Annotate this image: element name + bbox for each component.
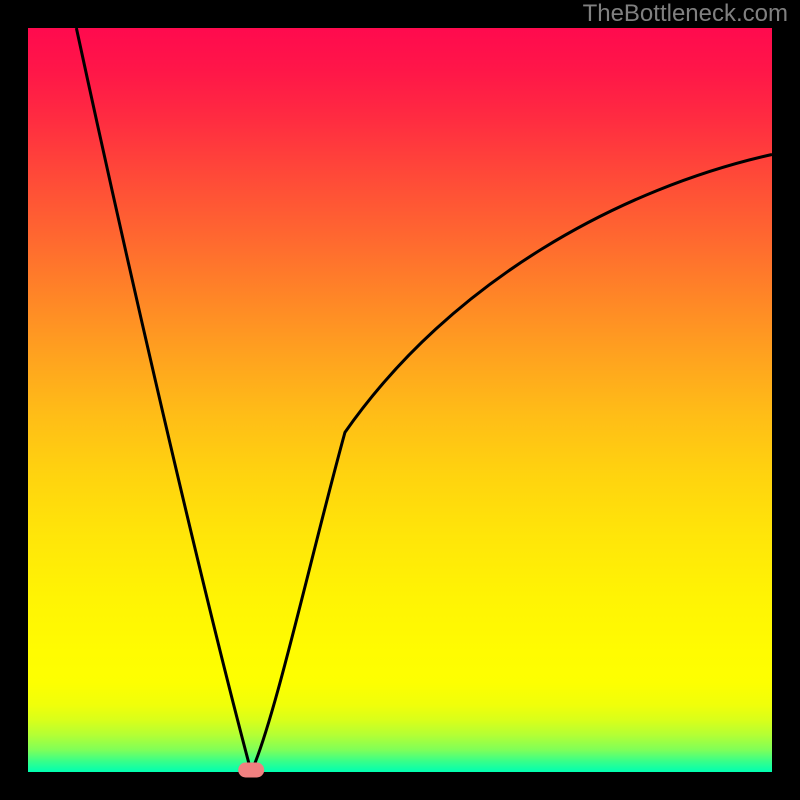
chart-container: TheBottleneck.com	[0, 0, 800, 800]
bottleneck-chart	[0, 0, 800, 800]
watermark: TheBottleneck.com	[583, 0, 788, 28]
plot-background	[28, 28, 772, 772]
optimal-marker	[238, 763, 264, 778]
